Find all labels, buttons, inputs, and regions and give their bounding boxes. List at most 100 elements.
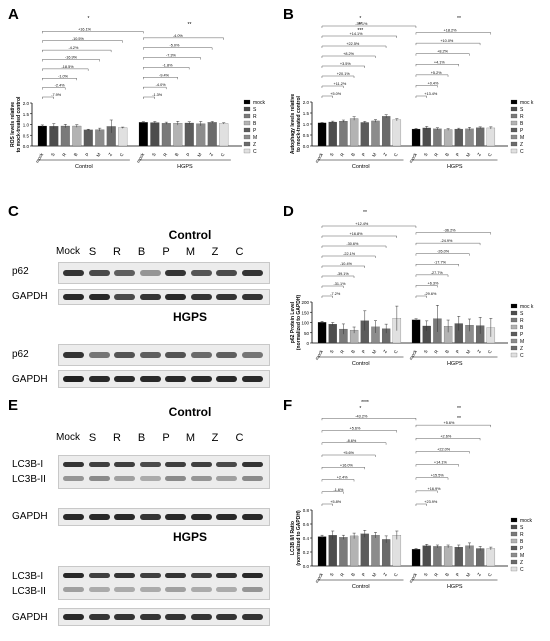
- wb-e-row-gapdh-hgps: GAPDH: [12, 612, 48, 623]
- chart-f-legend-swatch-3: [510, 538, 518, 544]
- chart-a-legend-swatch-1: [243, 106, 251, 112]
- chart-b-bar-control-c: [392, 119, 402, 147]
- chart-f-ann-hgps-6: +5.6%: [444, 421, 455, 425]
- chart-b-xtick-control-5: M: [371, 152, 377, 158]
- chart-d-ann-hgps-4: -26.0%: [437, 250, 450, 254]
- wb-e-row-lc3bi-hgps: LC3B-I: [12, 571, 44, 582]
- chart-f-bar-hgps-c: [486, 548, 496, 567]
- chart-f-legend-label-7: C: [520, 567, 524, 573]
- wb-e-row-gapdh-control: GAPDH: [12, 511, 48, 522]
- chart-a-bar-control-m: [95, 129, 105, 147]
- chart-b-xtick-hgps-3: B: [444, 152, 450, 157]
- chart-a-ann-control-0: -7.9%: [51, 93, 62, 97]
- chart-a-bar-hgps-mock: [138, 122, 148, 147]
- wb-e-strip-lc3b-hgps-band-0-3: [139, 573, 161, 578]
- chart-f-ytick-label-1: 0.2: [303, 550, 310, 555]
- chart-d-ann-hgps-0: -29.6%: [424, 292, 437, 296]
- chart-d-ytick-label-4: 200: [301, 300, 309, 305]
- wb-c-strip-gapdh-control-band-0-1: [88, 294, 110, 300]
- wb-e-strip-lc3b-control-band-0-5: [190, 462, 212, 467]
- wb-c-strip-p62-control-band-0-6: [216, 270, 237, 276]
- wb-e-strip-lc3b-control-band-0-2: [114, 462, 135, 467]
- chart-a-xtick-hgps-6: Z: [208, 152, 214, 157]
- chart-f-group-label-0: Control: [352, 584, 370, 590]
- wb-e-strip-gapdh-hgps-band-0-0: [63, 614, 84, 620]
- chart-a-bar-hgps-b: [173, 123, 183, 147]
- chart-f-bar-hgps-p: [454, 546, 463, 567]
- chart-b-sig-1: *: [359, 16, 361, 22]
- wb-e-strip-gapdh-hgps: [58, 608, 270, 626]
- chart-d-ann-hgps-5: -24.9%: [440, 239, 453, 243]
- chart-b-sig-2: **: [358, 22, 362, 28]
- chart-b-xtick-hgps-1: S: [423, 152, 429, 157]
- panel-label-c: C: [8, 203, 19, 220]
- chart-a-bar-hgps-p: [184, 122, 194, 147]
- chart-f-legend-swatch-0: [510, 517, 518, 523]
- chart-b-legend-swatch-2: [510, 113, 518, 119]
- chart-f-legend-label-2: R: [520, 532, 524, 538]
- chart-b-bar-hgps-b: [443, 129, 453, 147]
- wb-e-row-lc3bi-control: LC3B-I: [12, 459, 44, 470]
- chart-f-bar-hgps-z: [476, 548, 485, 567]
- chart-a-xtick-control-5: M: [95, 152, 101, 158]
- chart-f-ann-control-7: -43.2%: [355, 414, 368, 418]
- chart-d-xtick-hgps-7: C: [487, 348, 493, 354]
- wb-c-strip-gapdh-control-band-0-0: [63, 294, 84, 300]
- chart-b-ann-hgps-3: +4.1%: [434, 60, 445, 64]
- chart-b-ytick-label-2: 1.0: [303, 122, 310, 127]
- chart-a-ylabel: ROS levels relativeto mock-treated contr…: [10, 96, 22, 152]
- chart-b-sig-3: ***: [357, 28, 363, 34]
- chart-b-bar-control-mock: [317, 122, 327, 147]
- chart-a-ann-hgps-2: -9.4%: [159, 73, 170, 77]
- chart-f-xtick-control-7: C: [393, 571, 399, 577]
- chart-a-xtick-hgps-3: B: [174, 152, 180, 157]
- chart-f-xtick-control-5: M: [371, 572, 377, 578]
- chart-b-ann-hgps-5: +10.0%: [440, 39, 454, 43]
- chart-d-xtick-control-3: B: [350, 349, 356, 354]
- chart-d-legend-label-2: R: [520, 318, 524, 324]
- wb-c-strip-gapdh-hgps-band-0-4: [165, 376, 186, 382]
- chart-a-ann-control-2: -1.0%: [58, 74, 69, 78]
- chart-d-ann-control-7: +12.4%: [355, 222, 369, 226]
- wb-e-strip-lc3b-control: [58, 455, 270, 489]
- wb-e-strip-gapdh-hgps-band-0-7: [241, 614, 263, 620]
- wb-c-strip-p62-control-band-0-2: [114, 270, 135, 276]
- chart-d-ann-control-2: -39.1%: [337, 272, 350, 276]
- chart-d-ann-control-6: +16.8%: [350, 232, 364, 236]
- wb-e-lane-5: M: [185, 432, 196, 444]
- chart-d-ytick-label-0: 0: [306, 341, 309, 346]
- chart-b-legend-swatch-5: [510, 134, 518, 140]
- chart-d-bar-hgps-mock: [411, 319, 421, 344]
- chart-b-ann-hgps-1: +0.4%: [428, 81, 439, 85]
- chart-a-xtick-hgps-7: C: [220, 151, 226, 157]
- chart-d-bar-control-s: [328, 324, 337, 344]
- chart-f-legend-label-0: mock: [520, 518, 532, 524]
- wb-e-strip-lc3b-hgps-band-1-7: [241, 587, 263, 592]
- wb-e-strip-lc3b-hgps-band-1-1: [88, 587, 110, 592]
- chart-a-xtick-control-3: B: [73, 152, 79, 157]
- chart-a-bar-control-p: [83, 129, 93, 147]
- wb-e-strip-lc3b-hgps-band-0-1: [88, 573, 110, 578]
- chart-f-xtick-control-6: Z: [382, 572, 388, 577]
- chart-f-ann-hgps-4: +22.0%: [437, 447, 451, 451]
- wb-c-strip-p62-hgps-band-0-7: [241, 352, 263, 358]
- wb-e-lane-1: S: [88, 432, 97, 444]
- chart-d-ytick-label-1: 50: [304, 331, 310, 336]
- chart-f-xtick-control-4: P: [361, 572, 367, 577]
- wb-e-strip-lc3b-hgps-band-1-5: [190, 587, 212, 592]
- chart-d-legend-swatch-6: [510, 345, 518, 351]
- chart-f-legend-label-6: Z: [520, 560, 523, 566]
- chart-a-ann-hgps-4: -7.3%: [166, 54, 177, 58]
- chart-b-xtick-control-0: mock: [314, 151, 324, 163]
- wb-e-lane-2: R: [113, 432, 121, 444]
- chart-f-xtick-hgps-7: C: [487, 571, 493, 577]
- chart-a-xtick-control-1: S: [50, 152, 56, 157]
- chart-a-xtick-hgps-4: P: [185, 152, 191, 157]
- chart-a-xtick-control-6: Z: [107, 152, 113, 157]
- chart-a-legend-swatch-6: [243, 141, 251, 147]
- chart-d-ann-hgps-2: -27.7%: [431, 271, 444, 275]
- chart-b-bar-control-s: [328, 121, 337, 147]
- wb-c-strip-p62-control-band-0-3: [139, 270, 161, 276]
- wb-e-strip-lc3b-control-band-1-3: [139, 476, 161, 481]
